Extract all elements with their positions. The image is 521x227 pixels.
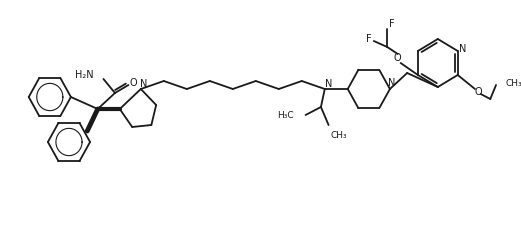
- Text: H₂N: H₂N: [75, 70, 94, 80]
- Text: F: F: [366, 34, 372, 44]
- Text: CH₃: CH₃: [330, 131, 347, 140]
- Text: N: N: [388, 78, 395, 88]
- Text: H₃C: H₃C: [278, 111, 294, 121]
- Text: N: N: [140, 79, 147, 89]
- Text: N: N: [325, 79, 332, 89]
- Text: O: O: [474, 87, 481, 97]
- Text: O: O: [129, 78, 137, 88]
- Text: N: N: [459, 44, 466, 54]
- Text: O: O: [394, 53, 402, 63]
- Text: CH₃: CH₃: [505, 79, 521, 87]
- Text: F: F: [389, 19, 395, 29]
